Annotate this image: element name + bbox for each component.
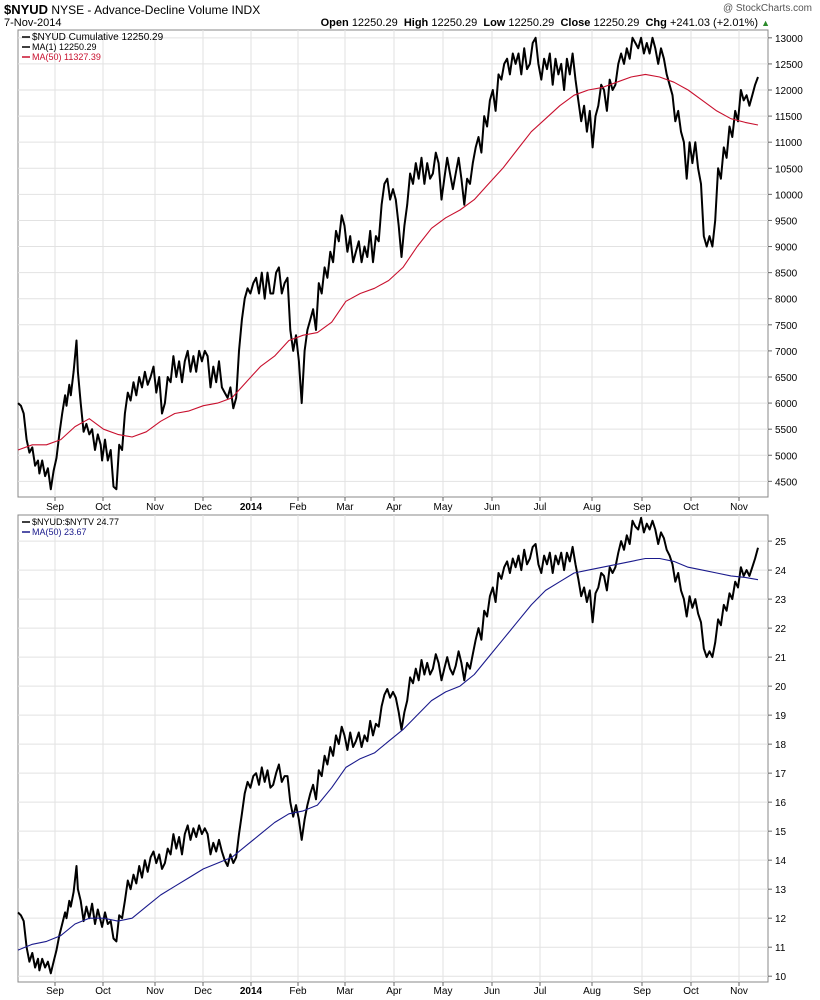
y-tick-label: 7000 xyxy=(775,347,798,358)
x-tick-label: Mar xyxy=(336,502,354,513)
y-tick-label: 10 xyxy=(775,972,787,983)
x-tick-label: Nov xyxy=(146,986,164,997)
y-tick-label: 16 xyxy=(775,798,787,809)
low-label: Low xyxy=(483,17,506,29)
series-line-price xyxy=(17,36,759,491)
x-tick-label: Sep xyxy=(633,502,651,513)
x-tick-label: Nov xyxy=(730,502,748,513)
y-tick-label: 7500 xyxy=(775,321,798,332)
y-tick-label: 24 xyxy=(775,566,787,577)
y-tick-label: 4500 xyxy=(775,477,798,488)
x-tick-label: Feb xyxy=(289,986,307,997)
chart-date: 7-Nov-2014 xyxy=(4,17,62,29)
y-tick-label: 9500 xyxy=(775,216,798,227)
legend-entry: MA(50) 11327.39 xyxy=(32,52,101,62)
y-tick-label: 5500 xyxy=(775,425,798,436)
quote-row: Open 12250.29 High 12250.29 Low 12250.29… xyxy=(321,17,770,29)
y-tick-label: 11 xyxy=(775,943,786,954)
open-label: Open xyxy=(320,17,349,29)
x-tick-label: Aug xyxy=(583,986,601,997)
y-tick-label: 6500 xyxy=(775,373,798,384)
y-tick-label: 5000 xyxy=(775,451,798,462)
y-tick-label: 15 xyxy=(775,827,787,838)
plot-frame xyxy=(17,29,769,498)
series-line-ma50 xyxy=(17,557,759,951)
x-tick-label: Jul xyxy=(534,502,547,513)
panel-cumulative: 4500 5000 5500 6000 6500 7000 7500 8000 8500 9000… xyxy=(17,29,803,513)
y-tick-label: 12000 xyxy=(775,86,803,97)
low-value: 12250.29 xyxy=(508,17,555,29)
x-tick-label: May xyxy=(434,502,453,513)
x-tick-label: 2014 xyxy=(240,502,263,513)
y-tick-label: 10000 xyxy=(775,190,803,201)
legend-entry: $NYUD:$NYTV 24.77 xyxy=(32,517,119,527)
x-tick-label: 2014 xyxy=(240,986,263,997)
x-tick-label: Oct xyxy=(683,502,699,513)
x-tick-label: Jun xyxy=(484,502,500,513)
close-label: Close xyxy=(560,17,591,29)
high-label: High xyxy=(403,17,429,29)
y-tick-label: 21 xyxy=(775,653,787,664)
x-tick-label: Oct xyxy=(683,986,699,997)
x-tick-label: May xyxy=(434,986,453,997)
y-tick-label: 14 xyxy=(775,856,787,867)
y-tick-label: 11000 xyxy=(775,138,803,149)
legend-entry: MA(50) 23.67 xyxy=(32,527,87,537)
series-line-ma50 xyxy=(17,73,759,451)
symbol-label: $NYUD xyxy=(4,2,49,17)
index-name: NYSE - Advance-Decline Volume xyxy=(51,3,229,17)
x-tick-label: Jul xyxy=(534,986,547,997)
x-tick-label: Mar xyxy=(336,986,354,997)
series-line-price xyxy=(17,516,759,975)
title-row: $NYUD NYSE - Advance-Decline Volume INDX xyxy=(4,2,260,17)
x-tick-label: Dec xyxy=(194,986,212,997)
y-tick-label: 17 xyxy=(775,769,787,780)
x-tick-label: Sep xyxy=(633,986,651,997)
y-tick-label: 13000 xyxy=(775,34,803,45)
plot-frame xyxy=(17,514,769,983)
y-tick-label: 6000 xyxy=(775,399,798,410)
y-tick-label: 19 xyxy=(775,711,787,722)
brand-label[interactable]: @ StockCharts.com xyxy=(722,3,812,14)
legend-entry: $NYUD Cumulative 12250.29 xyxy=(32,32,164,43)
open-value: 12250.29 xyxy=(351,17,398,29)
y-tick-label: 8500 xyxy=(775,269,798,280)
y-tick-label: 18 xyxy=(775,740,787,751)
x-tick-label: Nov xyxy=(730,986,748,997)
x-tick-label: Dec xyxy=(194,502,212,513)
x-tick-label: Sep xyxy=(46,986,64,997)
chart-header: $NYUD NYSE - Advance-Decline Volume INDX… xyxy=(0,0,820,32)
y-tick-label: 11500 xyxy=(775,112,803,123)
x-tick-label: Aug xyxy=(583,502,601,513)
high-value: 12250.29 xyxy=(431,17,478,29)
x-tick-label: Jun xyxy=(484,986,500,997)
x-tick-label: Feb xyxy=(289,502,307,513)
x-tick-label: Oct xyxy=(95,502,111,513)
up-arrow-icon: ▲ xyxy=(761,18,770,28)
close-value: 12250.29 xyxy=(593,17,640,29)
y-tick-label: 8000 xyxy=(775,295,798,306)
x-tick-label: Apr xyxy=(386,502,402,513)
y-tick-label: 13 xyxy=(775,885,787,896)
x-tick-label: Nov xyxy=(146,502,164,513)
y-tick-label: 10500 xyxy=(775,164,803,175)
y-tick-label: 22 xyxy=(775,624,787,635)
x-tick-label: Sep xyxy=(46,502,64,513)
legend-entry: MA(1) 12250.29 xyxy=(32,42,97,52)
exchange-label: INDX xyxy=(231,3,261,17)
y-tick-label: 23 xyxy=(775,595,787,606)
chg-value: +241.03 (+2.01%) xyxy=(669,17,759,29)
y-tick-label: 25 xyxy=(775,537,787,548)
panel-ratio: 10 11 12 13 14 15 16 17 18 19 20 21 22 23 24 25 Sep Oct No… xyxy=(17,514,787,997)
x-tick-label: Oct xyxy=(95,986,111,997)
y-tick-label: 9000 xyxy=(775,243,798,254)
x-tick-label: Apr xyxy=(386,986,402,997)
y-tick-label: 12500 xyxy=(775,60,803,71)
chg-label: Chg xyxy=(645,17,667,29)
y-tick-label: 20 xyxy=(775,682,787,693)
y-tick-label: 12 xyxy=(775,914,787,925)
